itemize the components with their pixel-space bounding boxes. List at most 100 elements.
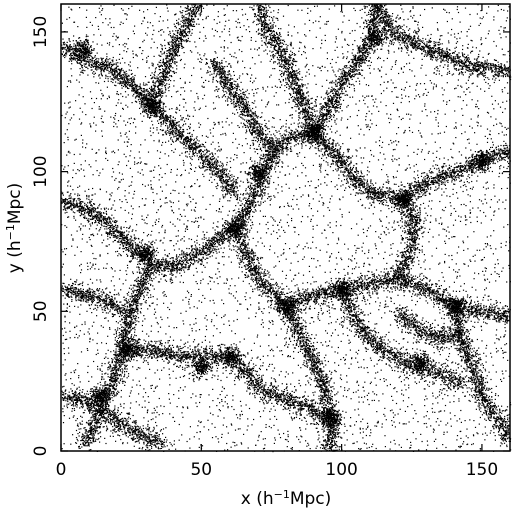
particle-point (195, 281, 197, 283)
particle-point (453, 143, 455, 145)
particle-point (77, 337, 79, 339)
particle-point (433, 352, 435, 354)
particle-point (410, 15, 412, 17)
particle-point (218, 149, 220, 151)
particle-point (435, 116, 437, 119)
particle-point (442, 310, 444, 312)
particle-point (80, 123, 82, 125)
particle-point (500, 165, 502, 167)
particle-point (427, 359, 430, 361)
particle-point (188, 172, 190, 174)
particle-point (290, 447, 292, 450)
particle-point (92, 174, 94, 176)
particle-point (179, 219, 181, 221)
particle-point (175, 377, 177, 379)
particle-point (120, 226, 122, 228)
particle-point (343, 302, 345, 304)
particle-point (243, 433, 245, 435)
particle-point (339, 199, 341, 201)
particle-point (411, 295, 413, 298)
particle-point (477, 100, 479, 102)
particle-point (432, 152, 434, 154)
particle-point (219, 402, 221, 404)
particle-point (273, 95, 275, 97)
particle-point (188, 238, 190, 240)
particle-point (340, 386, 342, 388)
particle-point (65, 248, 68, 250)
particle-point (200, 217, 202, 219)
particle-point (115, 35, 117, 37)
particle-point (145, 198, 147, 200)
particle-point (496, 329, 498, 331)
particle-point (445, 230, 448, 232)
particle-point (177, 230, 179, 232)
particle-point (456, 420, 458, 422)
particle-point (248, 387, 250, 390)
particle-point (265, 223, 267, 226)
particle-point (92, 194, 94, 196)
particle-point (364, 289, 366, 291)
particle-point (421, 41, 423, 44)
particle-point (306, 242, 308, 244)
particle-point (136, 224, 138, 226)
particle-point (96, 315, 98, 317)
particle-point (403, 338, 405, 340)
particle-point (169, 200, 171, 202)
particle-point (380, 76, 383, 78)
particle-point (426, 115, 428, 117)
particle-point (310, 342, 312, 345)
particle-point (246, 19, 249, 21)
particle-point (350, 193, 352, 195)
particle-point (187, 118, 189, 120)
particle-point (222, 133, 224, 135)
particle-point (465, 385, 467, 387)
particle-point (155, 416, 157, 418)
particle-point (382, 164, 384, 166)
particle-point (182, 159, 184, 162)
particle-point (289, 356, 291, 358)
particle-point (374, 101, 376, 103)
particle-point (221, 400, 223, 402)
particle-point (133, 420, 135, 422)
particle-point (183, 120, 186, 122)
particle-point (218, 251, 220, 253)
particle-point (217, 121, 219, 124)
particle-point (236, 346, 238, 348)
particle-point (66, 86, 68, 88)
particle-point (160, 429, 162, 431)
particle-point (246, 308, 248, 310)
particle-point (322, 303, 324, 306)
particle-point (203, 426, 205, 428)
particle-point (233, 104, 235, 106)
particle-point (397, 255, 399, 258)
particle-point (198, 438, 200, 440)
particle-point (476, 316, 478, 318)
particle-point (103, 378, 105, 380)
particle-point (284, 102, 287, 104)
particle-point (164, 110, 166, 112)
particle-point (479, 353, 481, 355)
particle-point (148, 445, 150, 447)
particle-point (190, 168, 192, 170)
particle-point (167, 306, 169, 309)
particle-point (477, 116, 479, 118)
particle-point (126, 264, 129, 266)
particle-point (439, 354, 441, 356)
particle-point (431, 255, 433, 257)
particle-point (264, 186, 266, 188)
particle-point (484, 135, 486, 137)
particle-point (155, 386, 157, 388)
particle-point (359, 187, 361, 189)
particle-point (343, 15, 345, 17)
particle-point (211, 319, 213, 321)
particle-point (375, 301, 377, 303)
particle-point (218, 409, 220, 411)
particle-point (143, 232, 145, 234)
particle-point (215, 89, 217, 91)
particle-point (292, 198, 294, 201)
particle-point (473, 420, 475, 422)
particle-point (128, 8, 130, 10)
particle-point (88, 196, 90, 198)
particle-point (79, 185, 81, 187)
particle-point (316, 381, 318, 383)
